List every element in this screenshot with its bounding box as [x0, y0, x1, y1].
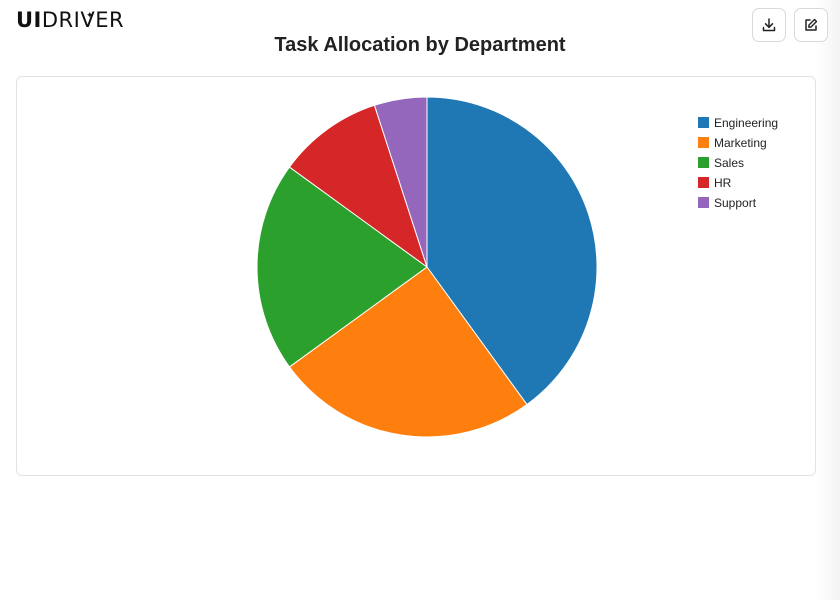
logo-ui-text: UI: [16, 8, 42, 32]
legend-swatch-sales: [698, 157, 709, 168]
pie-slices: [256, 96, 598, 438]
chart-title: Task Allocation by Department: [274, 34, 566, 56]
download-button[interactable]: [752, 8, 786, 42]
edit-button[interactable]: [794, 8, 828, 42]
logo: UIDRIVER ✦: [16, 8, 124, 32]
edit-icon: [805, 18, 818, 31]
pie-slice-marketing[interactable]: [288, 266, 528, 438]
download-icon: [762, 18, 776, 32]
legend-swatch-support: [698, 197, 709, 208]
pie-slice-engineering[interactable]: [426, 96, 598, 406]
pie-slice-support[interactable]: [373, 96, 428, 268]
logo-star-icon: ✦: [86, 11, 95, 21]
legend-swatch-hr: [698, 177, 709, 188]
pie-chart: Engineering Marketing Sales HR Support: [256, 96, 778, 438]
legend-swatch-engineering: [698, 117, 709, 128]
legend-label-engineering[interactable]: Engineering: [714, 116, 778, 130]
scroll-shade: [816, 0, 840, 600]
toolbar: [752, 8, 828, 42]
logo-driver-text: DRIVER: [41, 8, 125, 32]
pie-slice-sales[interactable]: [256, 166, 428, 368]
legend-label-marketing[interactable]: Marketing: [714, 136, 767, 150]
legend-swatch-marketing: [698, 137, 709, 148]
chart-legend: Engineering Marketing Sales HR Support: [698, 116, 778, 210]
legend-label-support[interactable]: Support: [714, 196, 757, 210]
chart-container: Engineering Marketing Sales HR Support: [16, 76, 816, 476]
legend-label-sales[interactable]: Sales: [714, 156, 744, 170]
legend-label-hr[interactable]: HR: [714, 176, 732, 190]
pie-slice-hr[interactable]: [288, 104, 428, 269]
